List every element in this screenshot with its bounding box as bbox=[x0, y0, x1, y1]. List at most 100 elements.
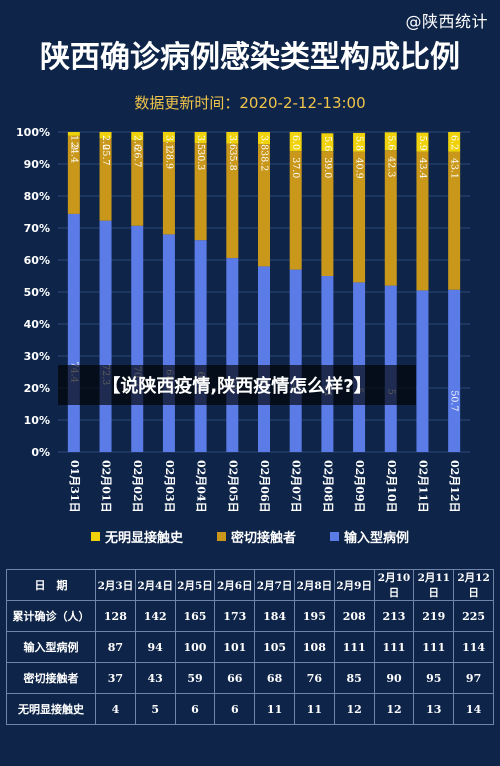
x-tick-label: 02月11日 bbox=[416, 460, 429, 513]
bar-value-label: 3.8 bbox=[259, 135, 270, 150]
y-tick-label: 80% bbox=[24, 190, 50, 203]
table-cell: 12 bbox=[333, 693, 375, 725]
legend-item-unknown: 无明显接触史 bbox=[90, 527, 183, 546]
table-row-imported: 输入型病例 87 94 100 101 105 108 111 111 111 … bbox=[6, 631, 494, 663]
table-cell: 165 bbox=[174, 600, 216, 632]
bar-value-label: 24.4 bbox=[68, 142, 79, 163]
table-cell: 219 bbox=[413, 600, 455, 632]
table-cell: 94 bbox=[134, 631, 176, 663]
legend-label-unknown: 无明显接触史 bbox=[104, 531, 183, 546]
table-cell: 68 bbox=[254, 662, 295, 694]
table-row-label: 输入型病例 bbox=[6, 631, 96, 663]
bar-segment bbox=[226, 258, 239, 452]
table-cell: 6 bbox=[214, 693, 256, 725]
legend-label-close-contact: 密切接触者 bbox=[230, 531, 296, 546]
table-cell: 142 bbox=[134, 600, 176, 632]
table-cell: 101 bbox=[214, 631, 256, 663]
bar-segment bbox=[353, 151, 366, 283]
bar-segment bbox=[99, 220, 112, 452]
bar-segment bbox=[131, 140, 144, 226]
x-tick-label: 02月02日 bbox=[131, 460, 144, 513]
bar-segment bbox=[67, 132, 80, 136]
table-cell: 108 bbox=[293, 631, 335, 663]
bar-value-label: 6.2 bbox=[449, 135, 460, 150]
bar-segment bbox=[289, 151, 302, 270]
bar-segment bbox=[162, 132, 175, 142]
bar-value-label: 5.9 bbox=[417, 136, 428, 151]
bar-value-label: 28.9 bbox=[163, 148, 174, 169]
table-cell: 208 bbox=[333, 600, 375, 632]
bar-value-label: 43.4 bbox=[417, 158, 428, 179]
bar-segment bbox=[289, 132, 302, 152]
bar-segment bbox=[131, 132, 144, 141]
bar-segment bbox=[131, 225, 144, 452]
table-cell: 184 bbox=[254, 600, 295, 632]
legend-item-close-contact: 密切接触者 bbox=[216, 527, 296, 546]
bar-segment bbox=[99, 132, 112, 139]
bar-value-label: 40.9 bbox=[354, 158, 365, 179]
x-tick-label: 02月07日 bbox=[290, 460, 303, 513]
bar-segment bbox=[162, 234, 175, 452]
bar-value-label: 2.6 bbox=[132, 135, 143, 150]
bar-value-label: 5.8 bbox=[354, 136, 365, 151]
chart-title: 陕西确诊病例感染类型构成比例 bbox=[40, 40, 460, 75]
bar-segment bbox=[258, 144, 270, 267]
table-header-date: 2月12日 bbox=[453, 569, 494, 601]
x-tick-label: 02月03日 bbox=[163, 460, 176, 513]
bar-value-label: 6.0 bbox=[290, 135, 301, 150]
table-cell: 11 bbox=[254, 693, 295, 725]
table-cell: 85 bbox=[333, 662, 375, 694]
bar-segment bbox=[226, 143, 239, 259]
y-tick-label: 40% bbox=[24, 318, 50, 331]
table-cell: 12 bbox=[373, 693, 415, 725]
table-cell: 111 bbox=[333, 631, 375, 663]
bar-value-label: 25.7 bbox=[100, 144, 111, 165]
bar-segment bbox=[384, 132, 397, 151]
bar-segment bbox=[416, 132, 429, 152]
legend-label-imported: 输入型病例 bbox=[344, 531, 410, 546]
bar-segment bbox=[321, 133, 334, 152]
table-header-date: 2月3日 bbox=[95, 569, 136, 601]
table-cell: 195 bbox=[293, 600, 335, 632]
table-header-date-label: 日 期 bbox=[6, 569, 96, 601]
table-cell: 66 bbox=[214, 662, 256, 694]
table-cell: 97 bbox=[453, 662, 494, 694]
bar-segment bbox=[448, 151, 461, 290]
table-cell: 111 bbox=[413, 631, 455, 663]
bar-value-label: 3.6 bbox=[227, 135, 238, 150]
table-row-total: 累计确诊（人） 128 142 165 173 184 195 208 213 … bbox=[6, 600, 494, 632]
table-header-date: 2月6日 bbox=[214, 569, 256, 601]
bar-value-label: 37.0 bbox=[290, 157, 301, 178]
table-cell: 14 bbox=[453, 693, 494, 725]
table-cell: 111 bbox=[373, 631, 415, 663]
bar-segment bbox=[321, 151, 334, 276]
table-cell: 90 bbox=[373, 662, 415, 694]
table-header-date: 2月10日 bbox=[373, 569, 415, 601]
legend-swatch-imported bbox=[330, 532, 339, 541]
table-cell: 87 bbox=[95, 631, 136, 663]
bar-segment bbox=[448, 132, 461, 152]
legend-swatch-close-contact bbox=[216, 532, 226, 541]
data-table-wrap: 日 期 2月3日 2月4日 2月5日 2月6日 2月7日 2月8日 2月9日 2… bbox=[6, 569, 494, 725]
table-header-date: 2月8日 bbox=[293, 569, 335, 601]
bar-segment bbox=[258, 132, 270, 145]
table-row-label: 无明显接触史 bbox=[6, 693, 96, 725]
table-header-row: 日 期 2月3日 2月4日 2月5日 2月6日 2月7日 2月8日 2月9日 2… bbox=[6, 569, 494, 601]
table-cell: 4 bbox=[95, 693, 136, 725]
y-tick-label: 60% bbox=[24, 254, 50, 267]
x-tick-label: 02月10日 bbox=[385, 460, 398, 513]
y-tick-label: 100% bbox=[16, 126, 50, 139]
table-header-date: 2月5日 bbox=[174, 569, 216, 601]
x-tick-label: 02月06日 bbox=[258, 460, 271, 513]
bar-segment bbox=[194, 240, 207, 452]
table-header-date: 2月7日 bbox=[254, 569, 295, 601]
table-cell: 11 bbox=[293, 693, 335, 725]
y-tick-label: 30% bbox=[24, 350, 50, 363]
bar-value-label: 43.1 bbox=[449, 158, 460, 179]
table-row-label: 累计确诊（人） bbox=[6, 600, 96, 632]
table-cell: 59 bbox=[174, 662, 216, 694]
bar-value-label: 35.8 bbox=[227, 150, 238, 171]
table-cell: 100 bbox=[174, 631, 216, 663]
table-cell: 43 bbox=[134, 662, 176, 694]
bar-segment bbox=[67, 135, 80, 214]
